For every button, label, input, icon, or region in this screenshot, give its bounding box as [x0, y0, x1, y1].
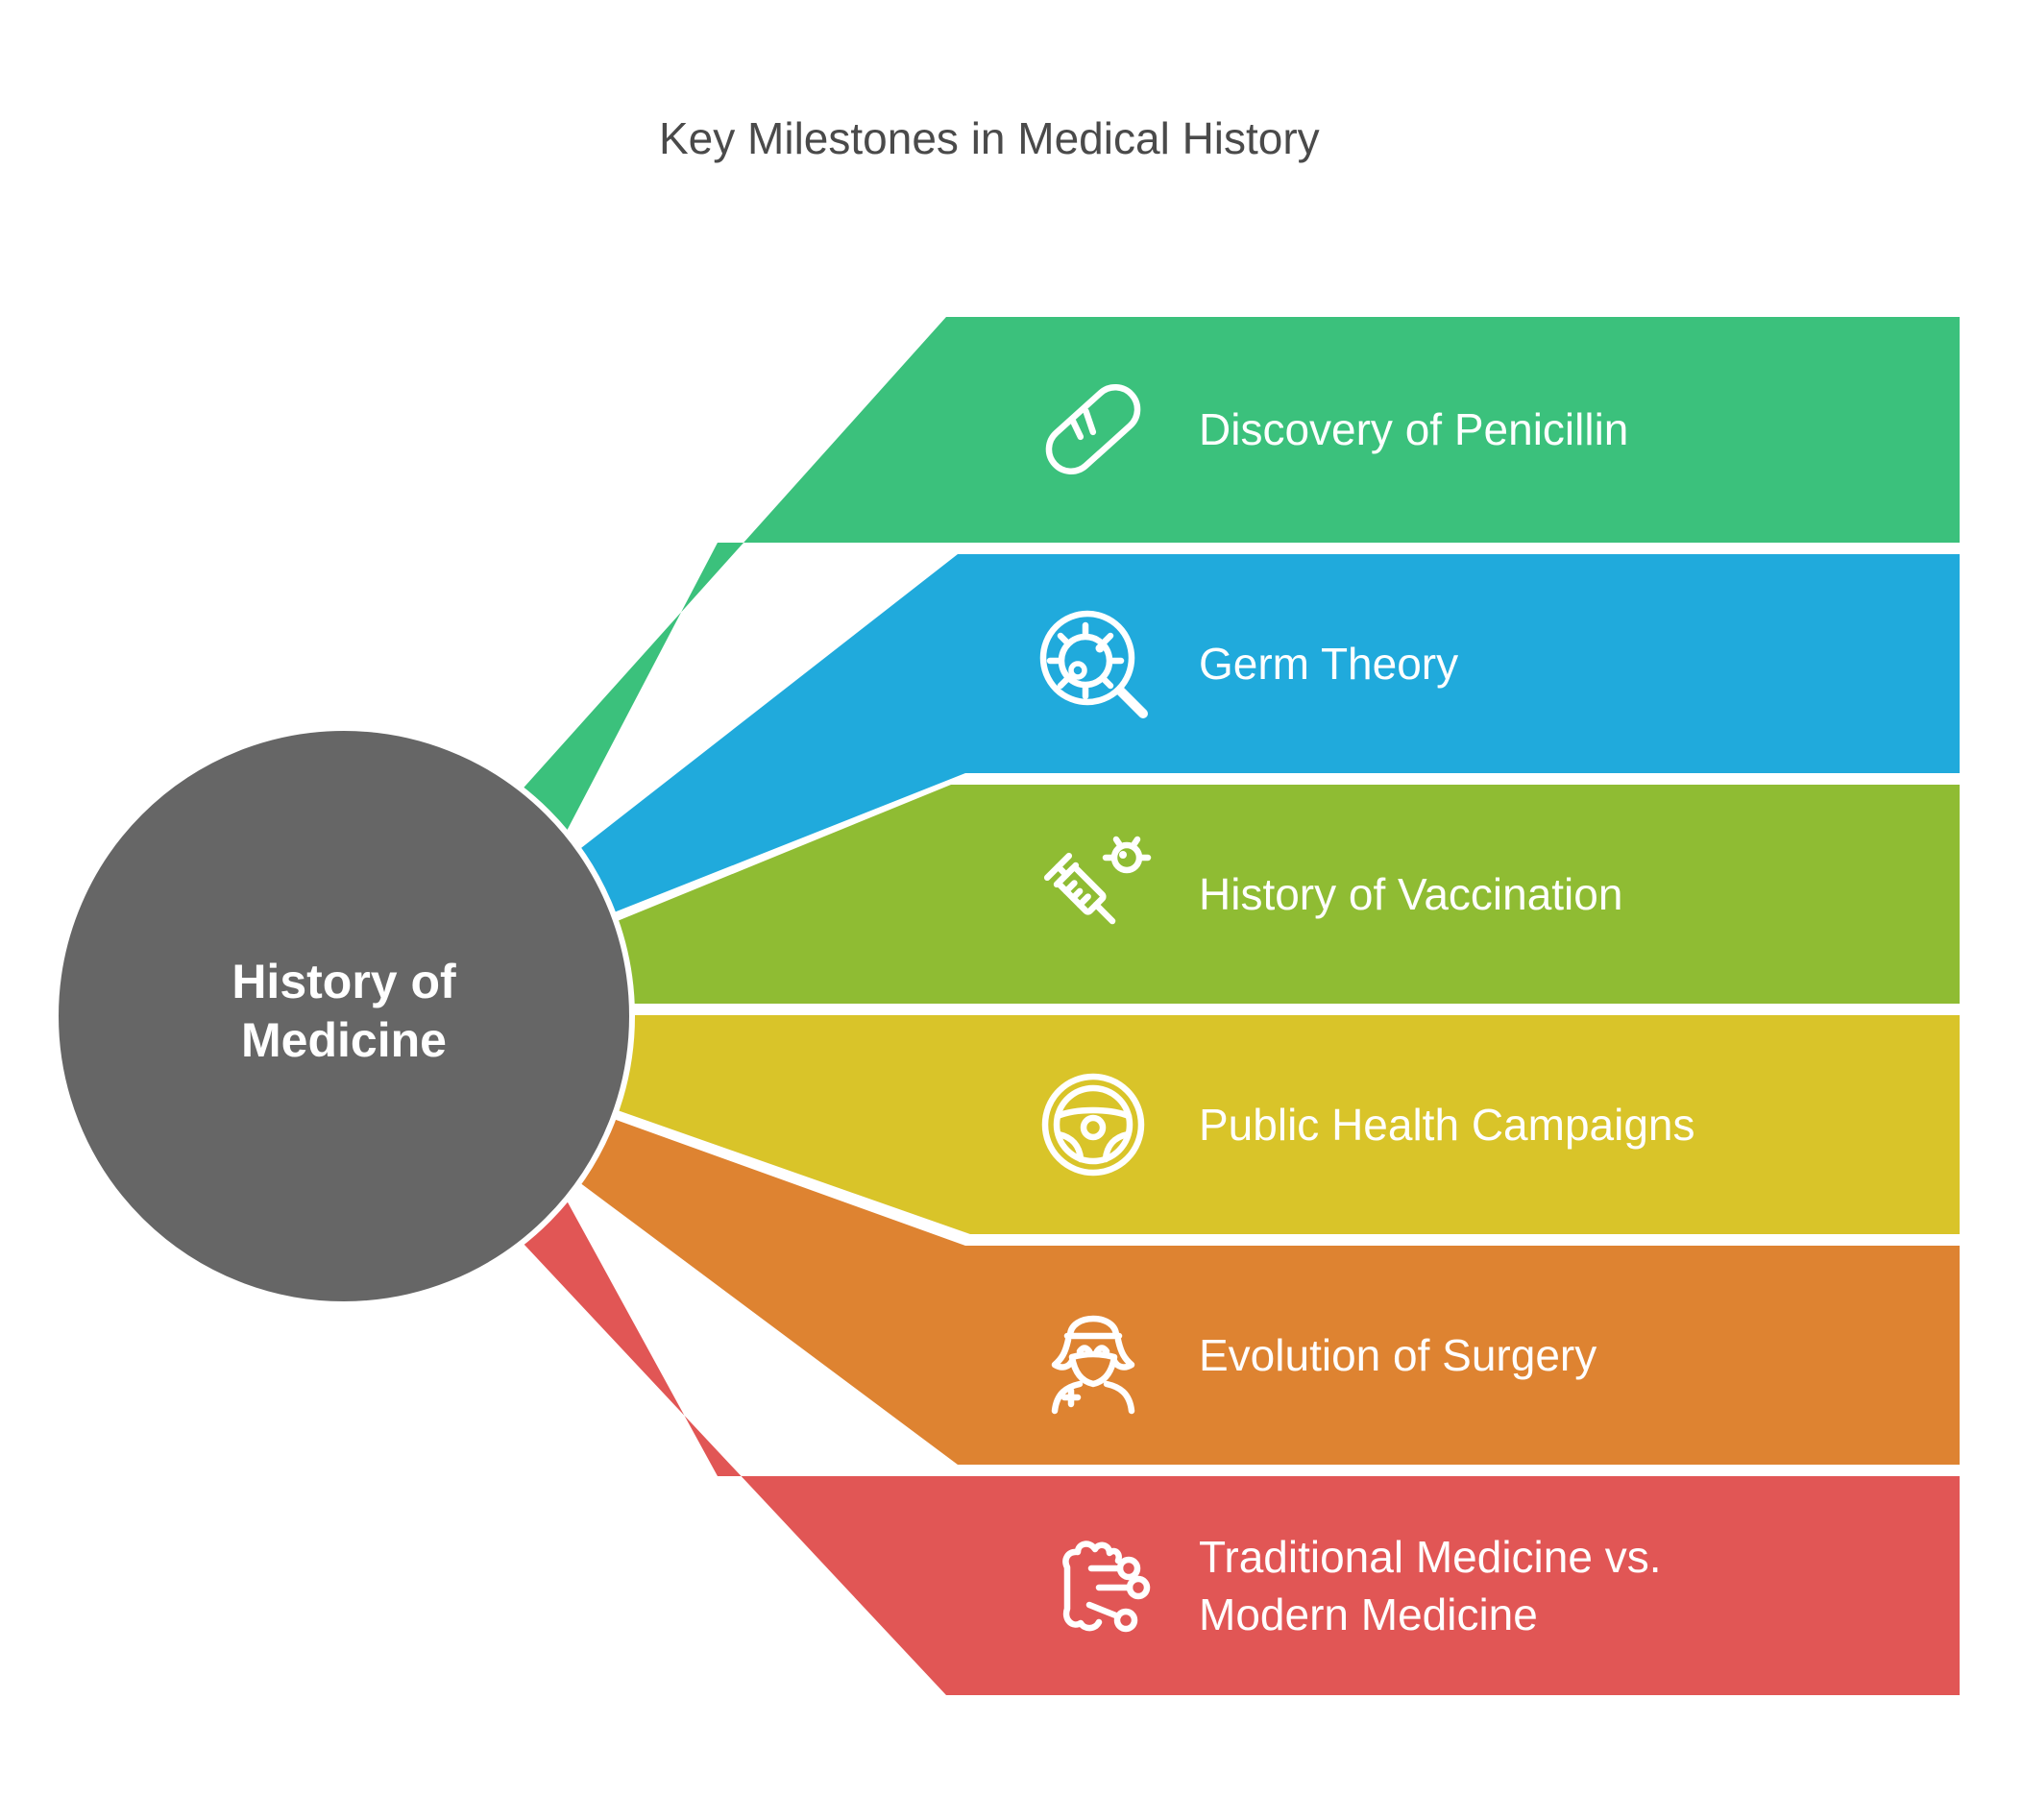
band-shape — [598, 1015, 1960, 1234]
band-shape — [509, 1181, 1960, 1695]
band-traditional-vs-modern: Traditional Medicine vs. Modern Medicine — [509, 1181, 1960, 1695]
band-penicillin: Discovery of Penicillin — [509, 317, 1960, 851]
center-node: History of Medicine — [53, 725, 635, 1307]
band-label-line1: Traditional Medicine vs. — [1199, 1532, 1662, 1582]
band-shape — [564, 1112, 1960, 1465]
page-title: Key Milestones in Medical History — [659, 113, 1320, 163]
syringe-virus-icon — [1043, 836, 1152, 925]
band-label: Discovery of Penicillin — [1199, 404, 1628, 454]
bandage-icon — [1045, 384, 1141, 474]
brain-network-icon — [1062, 1541, 1151, 1633]
surgeon-icon — [1051, 1315, 1135, 1415]
center-label-line1: History of — [232, 955, 456, 1008]
band-surgery: Evolution of Surgery — [564, 1112, 1960, 1465]
band-label: Public Health Campaigns — [1199, 1100, 1695, 1150]
band-vaccination: History of Vaccination — [598, 785, 1960, 1004]
band-shape — [509, 317, 1960, 851]
band-label-line2: Modern Medicine — [1199, 1589, 1538, 1639]
band-shape — [564, 554, 1960, 920]
band-label: History of Vaccination — [1199, 869, 1622, 919]
center-circle — [53, 725, 635, 1307]
band-germ-theory: Germ Theory — [564, 554, 1960, 920]
band-public-health: Public Health Campaigns — [598, 1015, 1960, 1234]
band-label: Evolution of Surgery — [1199, 1330, 1596, 1380]
center-label-line2: Medicine — [241, 1013, 447, 1067]
germ-magnifier-icon — [1039, 610, 1148, 718]
band-label: Germ Theory — [1199, 639, 1458, 689]
steering-wheel-icon — [1041, 1073, 1145, 1177]
band-shape — [598, 785, 1960, 1004]
